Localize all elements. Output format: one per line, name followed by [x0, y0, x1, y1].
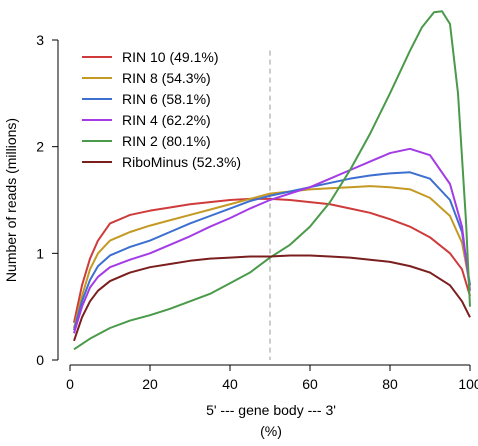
legend-label: RIN 8 (54.3%) [122, 70, 211, 86]
y-tick-label: 1 [36, 245, 44, 261]
series-line-1 [73, 197, 471, 323]
x-tick-label: 80 [382, 376, 398, 392]
x-tick-label: 40 [222, 376, 238, 392]
axes: 0 20 40 60 80 100 0 1 2 3 [36, 32, 478, 392]
series-line-5 [73, 10, 471, 351]
x-tick-label: 100 [458, 376, 478, 392]
legend-label: RIN 10 (49.1%) [122, 49, 218, 65]
x-tick-label: 20 [142, 376, 158, 392]
y-tick-label: 2 [36, 139, 44, 155]
legend-label: RIN 6 (58.1%) [122, 91, 211, 107]
y-tick-label: 0 [36, 352, 44, 368]
x-axis-unit-label: (%) [260, 423, 282, 439]
y-tick-label: 3 [36, 32, 44, 48]
legend: RIN 10 (49.1%) RIN 8 (54.3%) RIN 6 (58.1%)… [82, 49, 241, 170]
series-line-4 [73, 147, 471, 334]
series-line-3 [73, 171, 471, 331]
x-tick-label: 60 [302, 376, 318, 392]
x-axis-label: 5' --- gene body --- 3' [206, 402, 336, 418]
legend-label: RiboMinus (52.3%) [122, 154, 241, 170]
x-tick-label: 0 [66, 376, 74, 392]
y-axis-label: Number of reads (millions) [3, 118, 19, 282]
series-line-6 [73, 254, 471, 342]
legend-label: RIN 2 (80.1%) [122, 133, 211, 149]
series-line-2 [73, 185, 471, 329]
series-layer [73, 10, 471, 351]
legend-label: RIN 4 (62.2%) [122, 112, 211, 128]
